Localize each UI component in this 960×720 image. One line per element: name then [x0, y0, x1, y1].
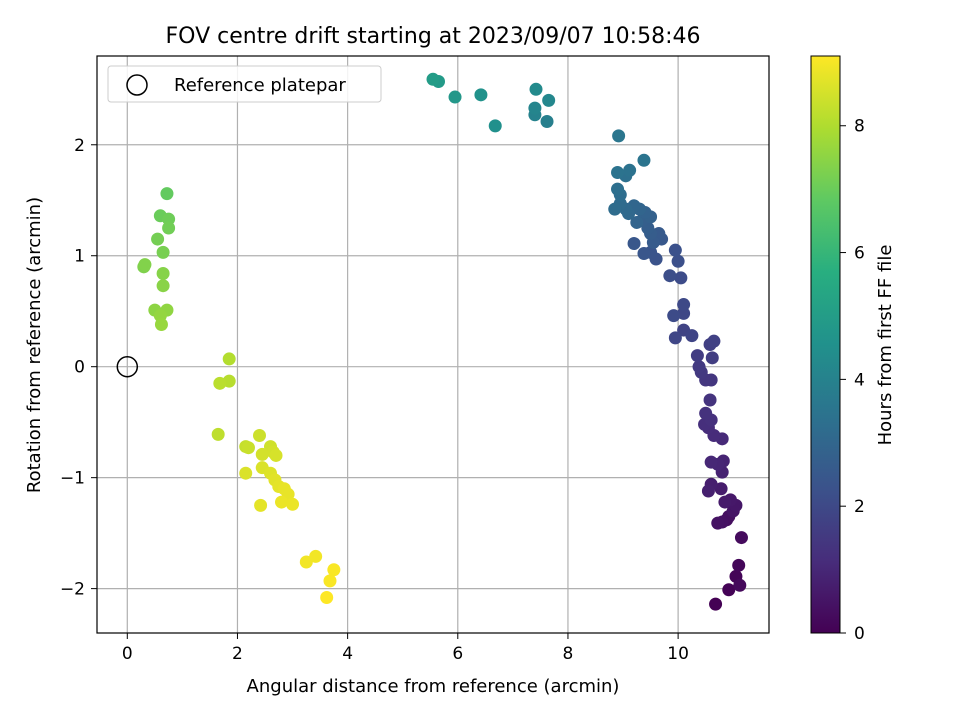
scatter-point — [627, 237, 641, 251]
y-tick-label: −1 — [60, 469, 85, 489]
y-axis-ticks: −2 −1 0 1 2 — [60, 136, 97, 600]
scatter-point — [160, 187, 174, 201]
scatter-point — [734, 531, 748, 545]
scatter-point — [309, 549, 323, 563]
scatter-point — [663, 269, 677, 283]
scatter-point — [327, 563, 341, 577]
legend-label-reference: Reference platepar — [174, 75, 346, 96]
colorbar-label: Hours from first FF file — [875, 245, 896, 446]
scatter-point — [156, 266, 170, 280]
scatter-point — [637, 153, 651, 167]
scatter-point — [211, 427, 225, 441]
grid-lines — [97, 56, 769, 633]
scatter-point — [154, 318, 168, 332]
scatter-point — [239, 466, 253, 480]
scatter-point — [269, 448, 283, 462]
colorbar-tick-label: 8 — [854, 117, 865, 137]
chart-title: FOV centre drift starting at 2023/09/07 … — [166, 24, 701, 49]
scatter-point — [252, 428, 266, 442]
colorbar-tick-label: 2 — [854, 497, 865, 517]
scatter-point — [299, 555, 313, 569]
colorbar-tick-label: 0 — [854, 624, 865, 644]
colorbar-tick-label: 6 — [854, 244, 865, 264]
colorbar: 0 2 4 6 8 Hours from first FF file — [810, 55, 896, 644]
colorbar-gradient — [810, 55, 841, 634]
scatter-point — [718, 495, 732, 509]
scatter-point — [690, 349, 704, 363]
x-axis-ticks: 0 2 4 6 8 10 — [122, 633, 689, 664]
scatter-point — [151, 232, 165, 246]
scatter-point — [320, 590, 334, 604]
scatter-point — [255, 447, 269, 461]
scatter-point — [612, 129, 626, 143]
legend-reference-marker — [126, 74, 148, 96]
scatter-point — [542, 93, 556, 107]
scatter-point — [241, 441, 255, 455]
scatter-point — [286, 497, 300, 511]
scatter-point — [677, 298, 691, 312]
scatter-point — [711, 516, 725, 530]
scatter-point — [668, 243, 682, 257]
scatter-point — [156, 279, 170, 293]
x-tick-label: 8 — [563, 644, 574, 664]
scatter-point — [529, 82, 543, 96]
scatter-point — [488, 119, 502, 133]
scatter-point — [474, 88, 488, 102]
scatter-point — [275, 495, 289, 509]
y-tick-label: 1 — [74, 247, 85, 267]
scatter-point — [705, 351, 719, 365]
scatter-point — [685, 329, 699, 343]
x-tick-label: 2 — [232, 644, 243, 664]
scatter-point — [703, 393, 717, 407]
legend: Reference platepar — [107, 65, 382, 103]
scatter-point — [671, 254, 685, 268]
scatter-point — [611, 182, 625, 196]
x-tick-label: 10 — [667, 644, 689, 664]
scatter-point — [674, 271, 688, 285]
y-tick-label: 0 — [74, 358, 85, 378]
scatter-point — [637, 247, 651, 261]
legend-box — [107, 65, 382, 103]
y-tick-label: −2 — [60, 580, 85, 600]
scatter-point — [448, 90, 462, 104]
scatter-point — [608, 202, 622, 216]
scatter-point — [692, 360, 706, 374]
scatter-point — [222, 352, 236, 366]
y-axis-label: Rotation from reference (arcmin) — [24, 197, 45, 493]
scatter-point — [704, 455, 718, 469]
scatter-point — [722, 583, 736, 597]
scatter-point — [668, 331, 682, 345]
scatter-point — [709, 597, 723, 611]
scatter-point — [733, 578, 747, 592]
scatter-point — [611, 166, 625, 180]
scatter-point — [156, 245, 170, 259]
scatter-point — [426, 72, 440, 86]
colorbar-tick-label: 4 — [854, 370, 865, 390]
scatter-point — [701, 484, 715, 498]
scatter-point — [323, 574, 337, 588]
scatter-point — [630, 215, 644, 229]
scatter-point — [162, 221, 176, 235]
scatter-point — [699, 406, 713, 420]
x-tick-label: 0 — [122, 644, 133, 664]
scatter-point — [714, 482, 728, 496]
scatter-point — [667, 309, 681, 323]
x-axis-label: Angular distance from reference (arcmin) — [247, 676, 620, 697]
data-points — [137, 72, 748, 611]
scatter-point — [707, 334, 721, 348]
scatter-point — [623, 163, 637, 177]
scatter-point — [732, 558, 746, 572]
plot-frame — [96, 55, 770, 634]
scatter-point — [528, 101, 542, 115]
colorbar-ticks: 0 2 4 6 8 — [840, 117, 865, 644]
scatter-point — [138, 258, 152, 272]
y-tick-label: 2 — [74, 136, 85, 156]
scatter-point — [540, 114, 554, 128]
scatter-point — [254, 498, 268, 512]
x-tick-label: 4 — [342, 644, 353, 664]
reference-platepar-marker — [116, 355, 139, 378]
x-tick-label: 6 — [452, 644, 463, 664]
scatter-point — [213, 376, 227, 390]
